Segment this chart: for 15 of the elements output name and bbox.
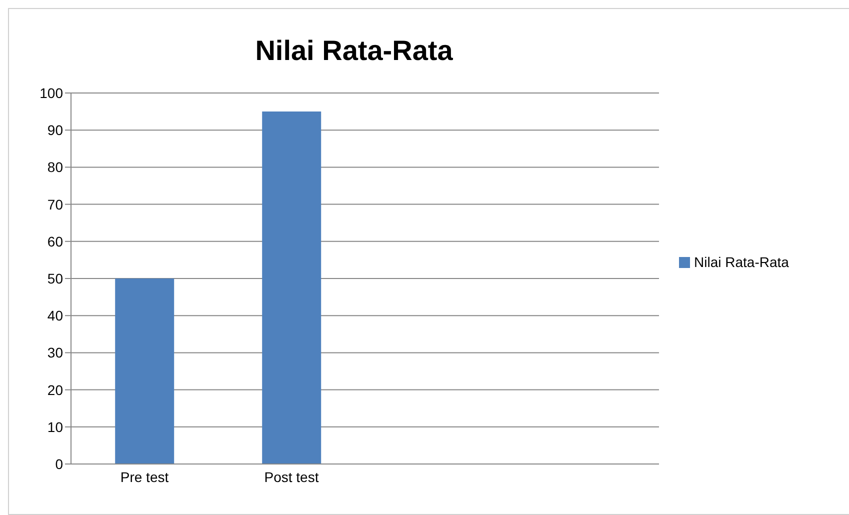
y-tick-label: 80 — [47, 159, 64, 176]
y-tick-label: 50 — [47, 270, 64, 286]
y-tick-label: 0 — [55, 456, 64, 472]
y-tick-label: 70 — [47, 196, 64, 212]
y-tick-label: 60 — [47, 233, 64, 250]
x-tick-label: Post test — [264, 468, 319, 485]
y-tick-label: 90 — [47, 122, 64, 138]
x-tick-label: Pre test — [120, 468, 169, 485]
y-tick-label: 20 — [47, 382, 64, 398]
y-tick-label: 30 — [47, 344, 64, 361]
chart-title: Nilai Rata-Rata — [254, 35, 454, 67]
legend-label: Nilai Rata-Rata — [694, 254, 789, 270]
y-tick-label: 40 — [47, 308, 64, 324]
y-tick-label: 100 — [40, 84, 64, 101]
y-tick-label: 10 — [47, 418, 64, 435]
